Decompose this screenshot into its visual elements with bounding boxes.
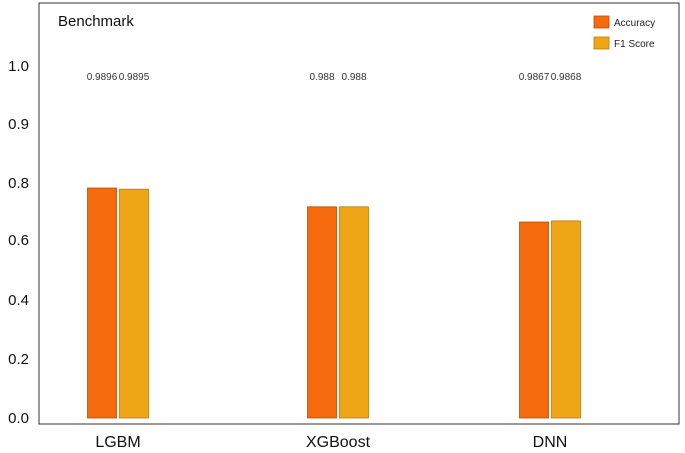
legend-swatch — [593, 15, 610, 29]
data-label: 0.988 — [309, 72, 334, 83]
x-tick-label: LGBM — [95, 434, 140, 451]
y-tick-label: 1.0 — [8, 58, 29, 75]
bar-accuracy — [87, 187, 117, 419]
y-tick-label: 0.2 — [8, 351, 29, 368]
x-tick-label: DNN — [533, 434, 568, 451]
bar-f1-score — [119, 188, 149, 419]
legend-label: F1 Score — [614, 39, 655, 50]
bar-accuracy — [519, 221, 549, 419]
bar-f1-score — [339, 206, 369, 419]
y-tick-label: 0.9 — [8, 116, 29, 133]
y-tick-label: 0.6 — [8, 232, 29, 249]
legend-swatch — [593, 36, 610, 50]
data-label: 0.988 — [341, 72, 366, 83]
bar-f1-score — [551, 220, 581, 419]
y-tick-label: 0.8 — [8, 175, 29, 192]
x-axis: LGBM XGBoost DNN — [95, 434, 567, 451]
bar-group — [87, 187, 581, 419]
data-label: 0.9896 — [87, 72, 118, 83]
x-tick-label: XGBoost — [306, 434, 371, 451]
data-label: 0.9895 — [119, 72, 150, 83]
data-label: 0.9867 — [519, 72, 550, 83]
legend: Accuracy F1 Score — [593, 15, 655, 50]
y-axis: 0.0 0.2 0.4 0.6 0.8 0.9 1.0 — [8, 58, 29, 427]
y-tick-label: 0.4 — [8, 292, 29, 309]
chart-title: Benchmark — [58, 13, 134, 30]
data-label-group: 0.9896 0.988 0.9867 0.9895 0.988 0.9868 — [87, 72, 582, 83]
data-label: 0.9868 — [551, 72, 582, 83]
y-tick-label: 0.0 — [8, 410, 29, 427]
legend-label: Accuracy — [614, 18, 655, 29]
bar-accuracy — [307, 206, 337, 419]
